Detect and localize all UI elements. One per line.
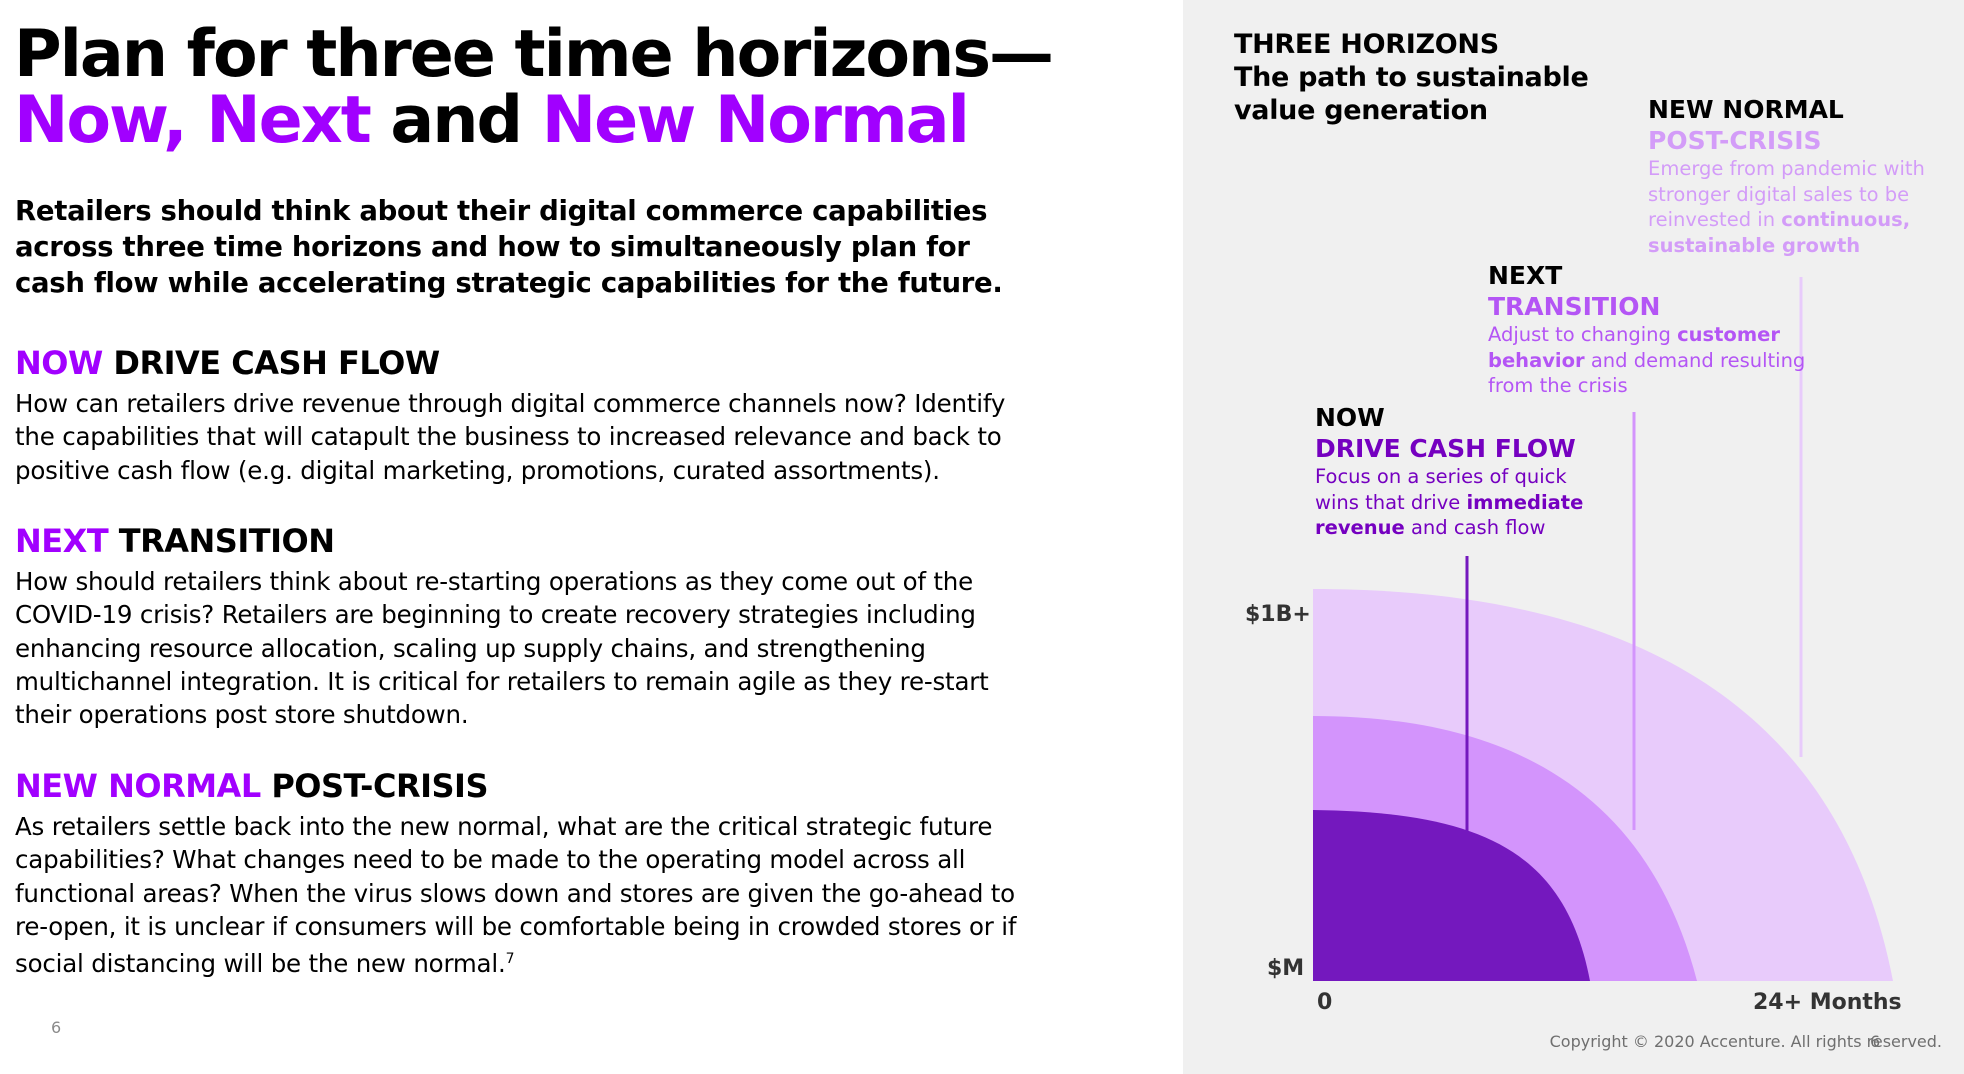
section-now-title: DRIVE CASH FLOW [113,344,440,382]
section-new-normal-tag: NEW NORMAL [15,767,261,805]
left-column: Plan for three time horizons— Now, Next … [14,17,1055,1037]
title-next: Next [206,83,371,158]
title-line-1: Plan for three time horizons— [14,17,1054,92]
horizon-now-block: NOW DRIVE CASH FLOW Focus on a series of… [1315,402,1610,541]
copyright: Copyright © 2020 Accenture. All rights r… [1549,1032,1942,1051]
section-now-tag: NOW [15,344,103,382]
intro-paragraph: Retailers should think about their digit… [15,195,1003,299]
horizon-next-label: NEXT [1488,261,1563,290]
horizon-new-normal-desc-bold: continuous, sustainable growth [1648,208,1911,257]
y-axis-top-label: $1B+ [1245,602,1311,627]
horizon-now-area [1313,810,1590,981]
title-line-2: Now, Next and New Normal [14,88,1052,154]
horizon-now-sub: DRIVE CASH FLOW [1315,434,1576,463]
horizon-next-desc-bold: customer behavior [1488,323,1780,372]
diagram-title-line-2: The path to sustainable [1234,62,1589,93]
diagram-title-line-3: value generation [1234,95,1488,126]
x-axis-start-label: 0 [1317,990,1333,1015]
section-new-normal-title: POST-CRISIS [271,767,488,805]
section-new-normal-text: As retailers settle back into the new no… [15,812,1017,979]
horizon-now-desc-pre: Focus on a series of quick wins that dri… [1315,465,1567,514]
section-new-normal-body: As retailers settle back into the new no… [15,810,1045,981]
title-now: Now, [14,83,188,158]
horizon-now-label: NOW [1315,403,1385,432]
horizon-new-normal-desc: Emerge from pandemic with stronger digit… [1648,156,1948,258]
section-new-normal-heading: NEW NORMAL POST-CRISIS [15,766,488,806]
y-axis-bottom-label: $M [1267,956,1305,981]
horizon-new-normal-block: NEW NORMAL POST-CRISIS Emerge from pande… [1648,94,1948,258]
corner-page-number: 6 [1870,1032,1881,1051]
section-next-heading: NEXT TRANSITION [15,521,335,561]
section-next-tag: NEXT [15,522,109,560]
title-new-normal: New Normal [541,83,970,158]
horizon-now-desc-post: and cash flow [1404,516,1546,539]
footnote-marker: 7 [505,951,515,968]
horizon-next-desc-post: and demand resulting from the crisis [1488,348,1806,398]
section-now-body: How can retailers drive revenue through … [15,389,1006,485]
horizon-next-desc: Adjust to changing customer behavior and… [1488,322,1808,399]
diagram-title-line-1: THREE HORIZONS [1234,29,1499,60]
horizon-next-block: NEXT TRANSITION Adjust to changing custo… [1488,260,1808,399]
title-and: and [390,83,523,158]
horizon-new-normal-label: NEW NORMAL [1648,95,1844,124]
horizon-new-normal-sub: POST-CRISIS [1648,126,1822,155]
section-now-heading: NOW DRIVE CASH FLOW [15,343,440,383]
horizon-next-desc-pre: Adjust to changing [1488,323,1678,346]
section-next-body: How should retailers think about re-star… [15,567,989,730]
page-title: Plan for three time horizons— Now, Next … [14,17,1054,154]
horizon-next-sub: TRANSITION [1488,292,1661,321]
horizon-now-desc: Focus on a series of quick wins that dri… [1315,464,1610,541]
diagram-title: THREE HORIZONS The path to sustainable v… [1234,28,1589,127]
horizon-now-desc-bold: immediate revenue [1315,490,1584,540]
horizon-new-normal-desc-pre: Emerge from pandemic with stronger digit… [1648,157,1925,231]
page-number: 6 [51,1018,62,1037]
x-axis-end-label: 24+ Months [1753,990,1902,1015]
section-next-title: TRANSITION [118,522,335,560]
